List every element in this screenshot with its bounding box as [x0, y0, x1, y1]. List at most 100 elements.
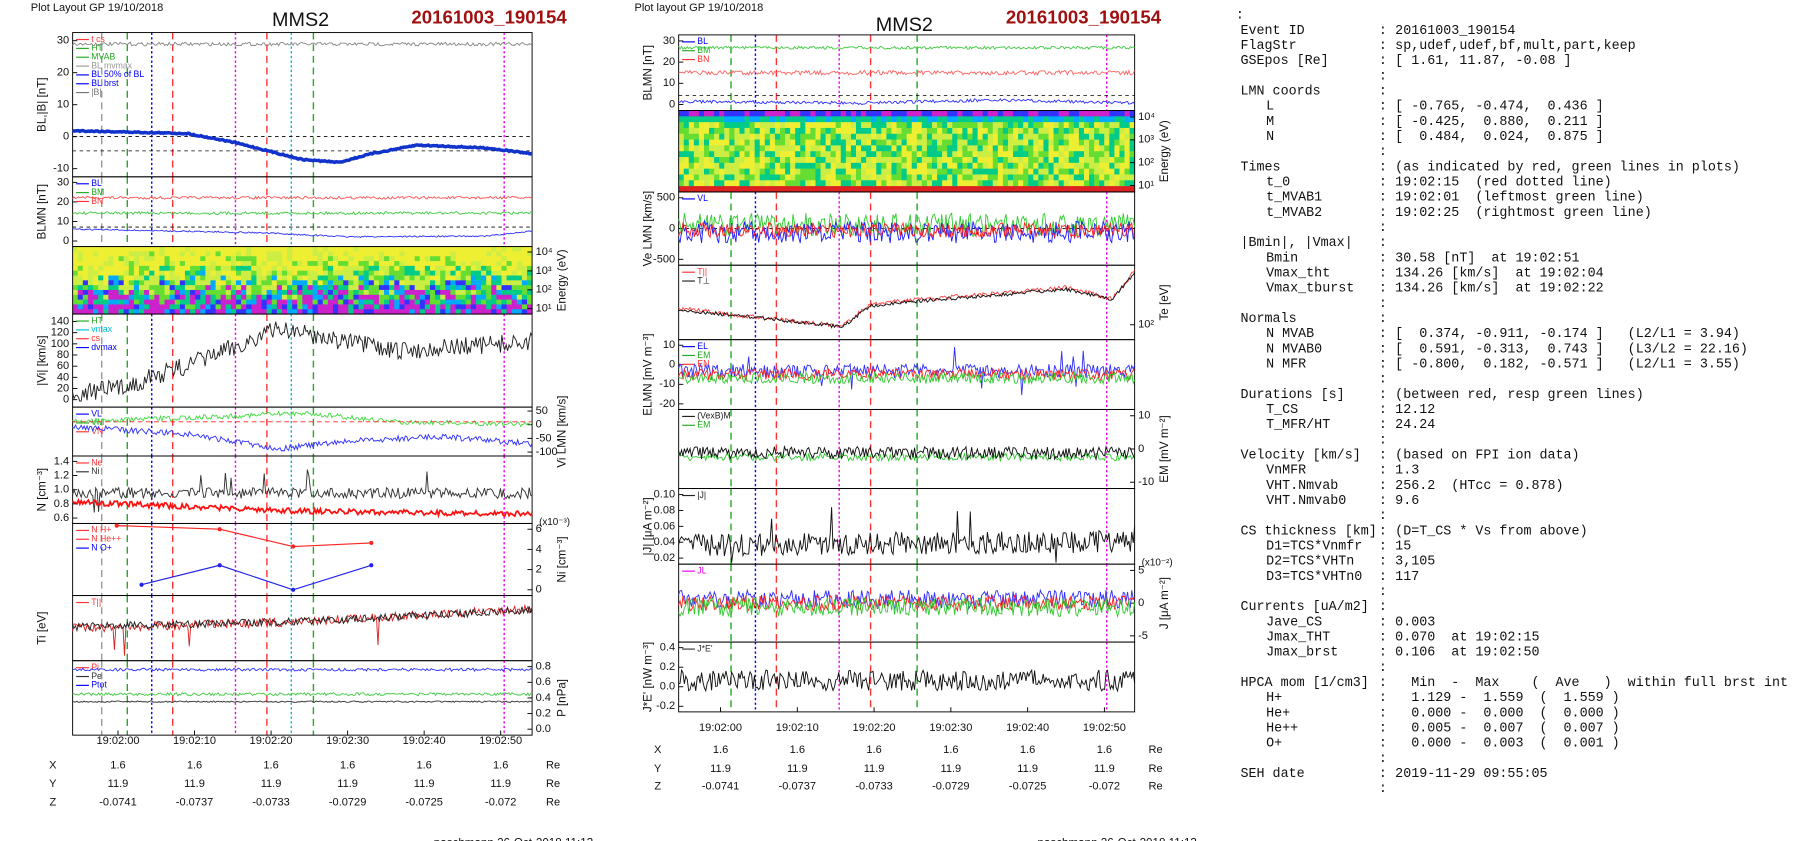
spectrogram-cell [987, 151, 994, 158]
spectrogram-cell [714, 145, 720, 152]
info-value: 30.58 [nT] at 19:02:51 [1395, 251, 1579, 266]
spectrogram-cell [506, 294, 513, 301]
spectrogram-cell [693, 157, 700, 164]
spectrogram-cell [210, 275, 217, 281]
spectrogram-cell [911, 186, 918, 193]
spectrogram-cell [1109, 139, 1115, 146]
info-value: 256.2 (HTcc = 0.878) [1395, 479, 1563, 494]
spectrogram-cell [1018, 186, 1024, 193]
spectrogram-cell [825, 127, 832, 135]
spectrogram-cell [246, 299, 252, 305]
spectrogram-cell [327, 294, 334, 301]
spectrogram-cell [1068, 139, 1075, 146]
spectrogram-cell [1099, 157, 1105, 164]
spectrogram-cell [937, 168, 943, 175]
spectrogram-cell [855, 157, 862, 164]
spectrogram-cell [225, 294, 232, 301]
spectrogram-cell [266, 251, 273, 257]
spectrogram-cell [769, 186, 776, 193]
spectrogram-cell [230, 270, 237, 276]
spectrogram-cell [845, 122, 852, 129]
separator: : [1379, 737, 1387, 752]
spectrogram-cell [271, 265, 278, 272]
spectrogram-cell [195, 265, 201, 272]
spectrogram-cell [123, 309, 130, 315]
spectrogram-cell [729, 186, 735, 193]
spectrogram-cell [179, 289, 186, 296]
spectrogram-cell [683, 133, 690, 141]
spectrogram-cell [138, 280, 145, 286]
spectrogram-cell [1083, 133, 1090, 141]
spectrogram-cell [445, 309, 451, 315]
spectrogram-cell [455, 280, 462, 286]
spectrogram-cell [256, 256, 262, 262]
spectrogram-cell [785, 157, 791, 164]
spectrogram-cell [1018, 145, 1024, 152]
spectrogram-cell [409, 261, 416, 267]
spectrogram-cell [292, 285, 298, 291]
info-value: [ 1.61, 11.87, -0.08 ] [1395, 54, 1571, 69]
spectrogram-cell [855, 180, 862, 187]
spectrogram-cell [906, 133, 913, 141]
spectrogram-cell [215, 289, 222, 296]
trace [678, 45, 1135, 51]
spectrogram-cell [526, 270, 533, 276]
spectrogram-cell [368, 251, 375, 257]
spectrogram-cell [87, 304, 94, 310]
spectrogram-cell [287, 280, 293, 286]
position-value: 11.9 [108, 778, 129, 790]
separator: : [1379, 782, 1387, 797]
time-tick-label: 19:02:20 [250, 735, 293, 747]
spectrogram-cell [338, 256, 344, 262]
spectrogram-cell [926, 174, 933, 181]
spectrogram-cell [714, 174, 720, 181]
spectrogram-cell [709, 168, 715, 175]
spectrogram-cell [475, 265, 482, 272]
spectrogram-cell [251, 304, 257, 310]
position-unit: Re [546, 778, 560, 790]
info-key: Velocity [km/s] [1240, 449, 1360, 464]
spectrogram-cell [952, 122, 958, 129]
spectrogram-cell [891, 162, 897, 170]
tick-label: -5 [1138, 630, 1148, 642]
spectrogram-cell [992, 139, 999, 146]
spectrogram-cell [1119, 168, 1125, 175]
spectrogram-cell [1073, 145, 1080, 152]
spectrogram-cell [389, 265, 395, 272]
spectrogram-cell [460, 294, 467, 301]
spectrogram-cell [1063, 151, 1070, 158]
spectrogram-cell [774, 110, 781, 117]
spectrogram-cell [896, 110, 903, 117]
spectrogram-cell [1063, 133, 1070, 141]
spectrogram-cell [297, 309, 303, 315]
spectrogram-cell [276, 304, 283, 310]
spectrogram-cell [235, 261, 242, 267]
spectrogram-cell [424, 270, 431, 276]
spectrogram-cell [501, 294, 508, 301]
spectrogram-cell [942, 151, 948, 158]
tick-label: 0.6 [536, 676, 551, 688]
spectrogram-cell [881, 180, 887, 187]
spectrogram-cell [820, 145, 827, 152]
spectrogram-cell [734, 139, 740, 146]
spectrogram-cell [149, 275, 155, 281]
spectrogram-cell [992, 145, 999, 152]
spectrogram-cell [805, 186, 811, 193]
spectrogram-cell [764, 151, 771, 158]
spectrogram-cell [353, 265, 359, 272]
tick-label: 0 [63, 235, 69, 247]
info-key: N MVAB [1266, 327, 1314, 342]
spectrogram-cell [72, 294, 79, 301]
spectrogram-cell [906, 151, 913, 158]
spectrogram-cell [241, 265, 247, 272]
spectrogram-cell [866, 116, 872, 123]
spectrogram-cell [1043, 162, 1049, 170]
spectrogram-cell [287, 251, 293, 257]
legend-label: J*E' [697, 643, 713, 653]
separator: : [1379, 84, 1387, 99]
spectrogram-cell [261, 256, 268, 262]
spectrogram-cell [526, 246, 533, 252]
trace [72, 691, 533, 697]
spectrogram-cell [785, 180, 791, 187]
spectrogram-cell [886, 174, 892, 181]
